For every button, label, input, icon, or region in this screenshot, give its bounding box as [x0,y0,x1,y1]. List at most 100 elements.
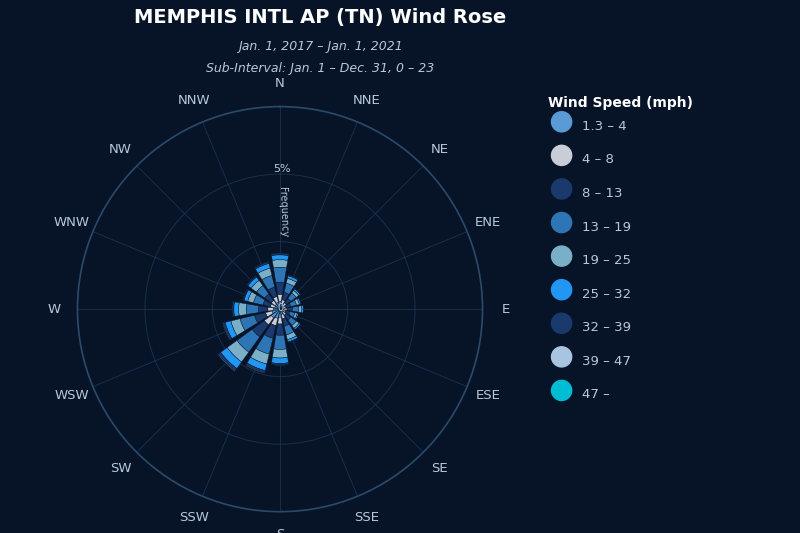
Text: MEMPHIS INTL AP (TN) Wind Rose: MEMPHIS INTL AP (TN) Wind Rose [134,8,506,27]
Bar [287,307,293,311]
Circle shape [551,280,572,300]
Bar [282,300,285,304]
Bar [251,280,263,292]
Bar [258,306,268,312]
Bar [246,365,265,373]
Bar [258,268,272,280]
Text: 0: 0 [277,303,283,313]
Bar [238,303,246,316]
Bar [244,290,252,301]
Text: 47 –: 47 – [582,389,610,401]
Bar [292,306,298,312]
Circle shape [551,213,572,232]
Bar [288,317,296,326]
Bar [280,305,283,309]
Bar [246,304,258,314]
Bar [272,349,288,358]
Bar [278,309,282,317]
Text: Frequency: Frequency [277,187,289,237]
Bar [282,310,286,312]
Bar [271,301,277,305]
Bar [288,275,298,280]
Bar [262,276,274,290]
Bar [283,306,286,308]
Bar [225,321,237,338]
Bar [272,309,280,313]
Bar [288,338,298,343]
Bar [294,289,300,295]
Bar [292,321,299,328]
Bar [271,363,289,365]
Bar [282,318,289,326]
Bar [280,309,283,311]
Bar [218,352,237,371]
Bar [223,322,232,340]
Bar [246,276,256,285]
Bar [297,298,301,304]
Bar [274,267,286,282]
Bar [295,313,298,319]
Text: 4 – 8: 4 – 8 [582,154,614,166]
Bar [285,298,290,304]
Text: Sub-Interval: Jan. 1 – Dec. 31, 0 – 23: Sub-Interval: Jan. 1 – Dec. 31, 0 – 23 [206,62,434,75]
Bar [271,253,289,255]
Bar [231,319,245,336]
Text: 25 – 32: 25 – 32 [582,288,630,301]
Bar [276,282,284,294]
Bar [275,304,280,309]
Bar [292,290,298,297]
Bar [274,306,280,309]
Bar [278,317,282,324]
Bar [247,357,267,370]
Text: Wind Speed (mph): Wind Speed (mph) [548,96,693,110]
Bar [288,338,298,343]
Bar [255,263,270,273]
Bar [271,255,289,260]
Bar [271,358,289,364]
Bar [242,289,247,300]
Bar [270,304,275,308]
Bar [278,301,282,309]
Bar [302,305,303,313]
Bar [296,313,299,319]
Bar [287,336,298,342]
Bar [282,303,286,306]
Bar [294,298,299,305]
Bar [264,324,276,338]
Bar [288,293,296,301]
Bar [290,300,297,306]
Text: 39 – 47: 39 – 47 [582,355,630,368]
Bar [294,288,301,294]
Bar [248,292,257,303]
Bar [284,308,287,310]
Bar [280,309,283,312]
Bar [265,294,274,303]
Bar [286,303,290,308]
Bar [285,313,291,320]
Bar [288,274,298,279]
Bar [284,283,294,294]
Bar [280,308,283,309]
Bar [274,296,278,303]
Bar [287,276,298,282]
Bar [293,313,298,318]
Bar [232,302,234,317]
Bar [274,335,286,349]
Text: 32 – 39: 32 – 39 [582,321,630,334]
Bar [280,309,284,310]
Bar [276,324,284,335]
Bar [243,289,249,301]
Bar [282,292,289,301]
Bar [303,305,304,313]
Bar [280,304,283,309]
Circle shape [551,347,572,367]
Bar [271,317,278,326]
Bar [248,277,259,288]
Text: 1.3 – 4: 1.3 – 4 [582,120,626,133]
Bar [240,315,258,330]
Bar [218,354,234,372]
Bar [221,348,242,368]
Bar [266,311,273,317]
Bar [298,297,302,304]
Bar [295,324,301,330]
